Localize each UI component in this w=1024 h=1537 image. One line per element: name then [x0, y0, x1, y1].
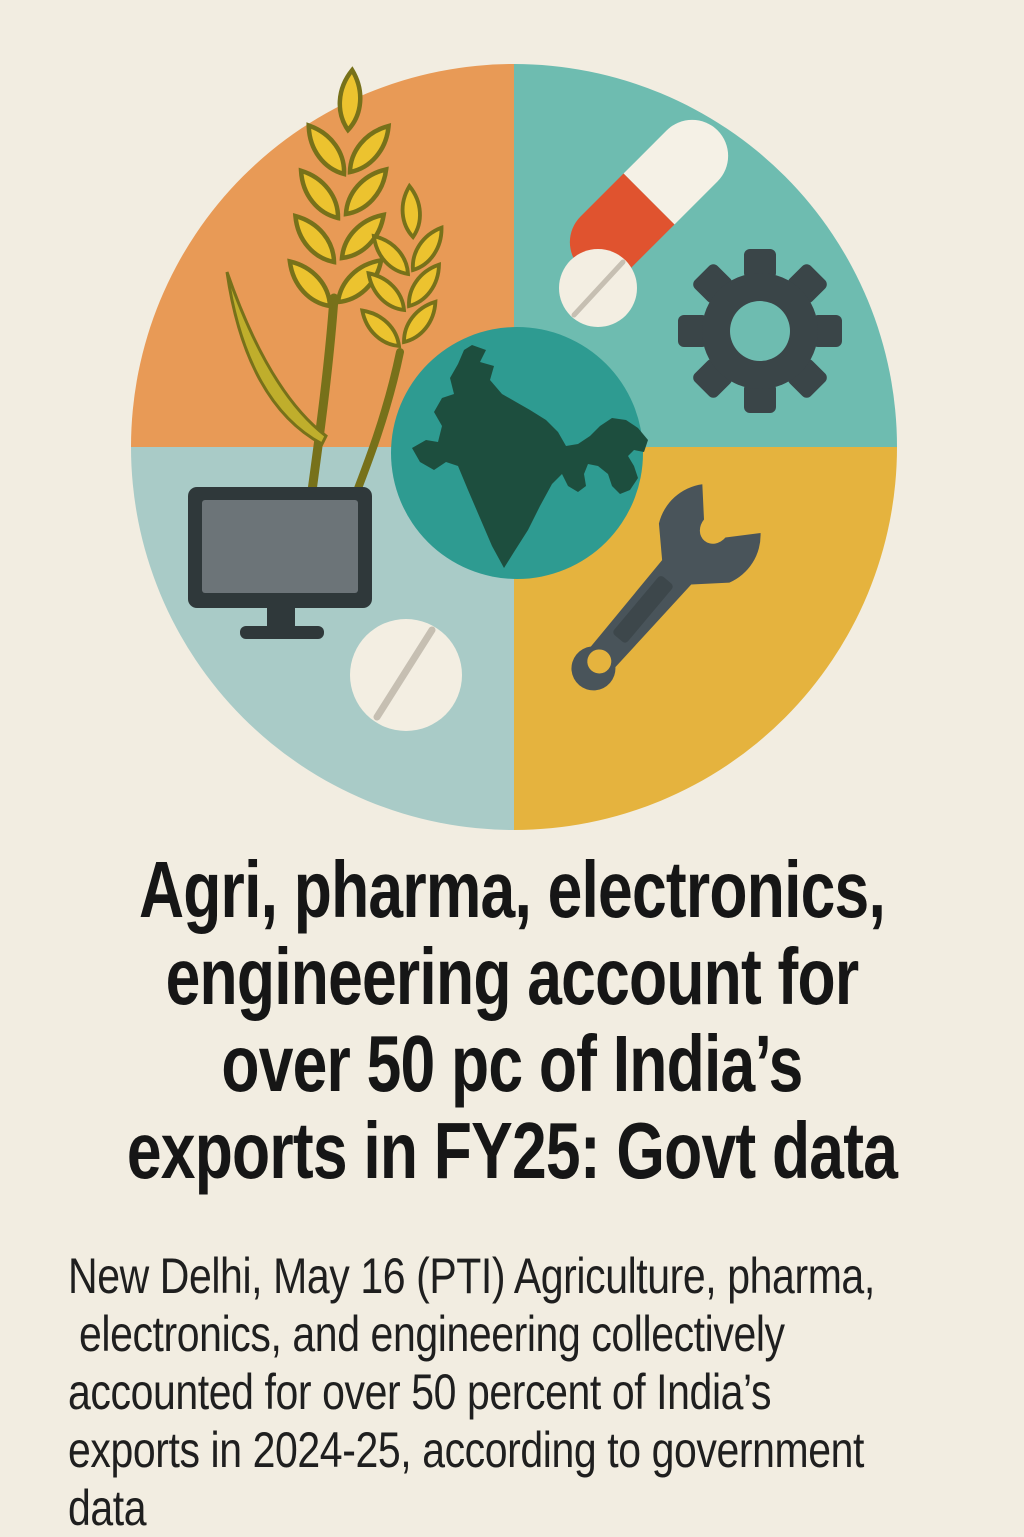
gear-icon	[678, 249, 842, 413]
headline: Agri, pharma, electronics, engineering a…	[113, 846, 912, 1194]
headline-line: over 50 pc of India’s	[221, 1019, 803, 1108]
monitor-icon	[188, 487, 372, 639]
wrench-icon	[571, 484, 761, 691]
article-line: accounted for over 50 percent of India’s	[68, 1364, 772, 1420]
quadrant-engineering	[514, 447, 897, 830]
india-exports-illustration	[131, 64, 897, 830]
pill-icon-top	[559, 249, 637, 327]
pill-icon-bottom	[350, 619, 462, 731]
gear-hole	[730, 301, 790, 361]
center-globe	[391, 327, 648, 579]
article-line: electronics, and engineering collectivel…	[68, 1306, 785, 1362]
article-line: exports in 2024-25, according to governm…	[68, 1422, 865, 1478]
article-line: New Delhi, May 16 (PTI) Agriculture, pha…	[68, 1248, 875, 1304]
article-line: data	[68, 1480, 147, 1536]
headline-line: exports in FY25: Govt data	[126, 1106, 898, 1195]
headline-line: Agri, pharma, electronics,	[138, 845, 886, 934]
article-paragraph: New Delhi, May 16 (PTI) Agriculture, pha…	[68, 1247, 1019, 1537]
wrench-hole	[587, 649, 612, 674]
headline-line: engineering account for	[165, 932, 860, 1021]
india-map	[412, 345, 648, 568]
